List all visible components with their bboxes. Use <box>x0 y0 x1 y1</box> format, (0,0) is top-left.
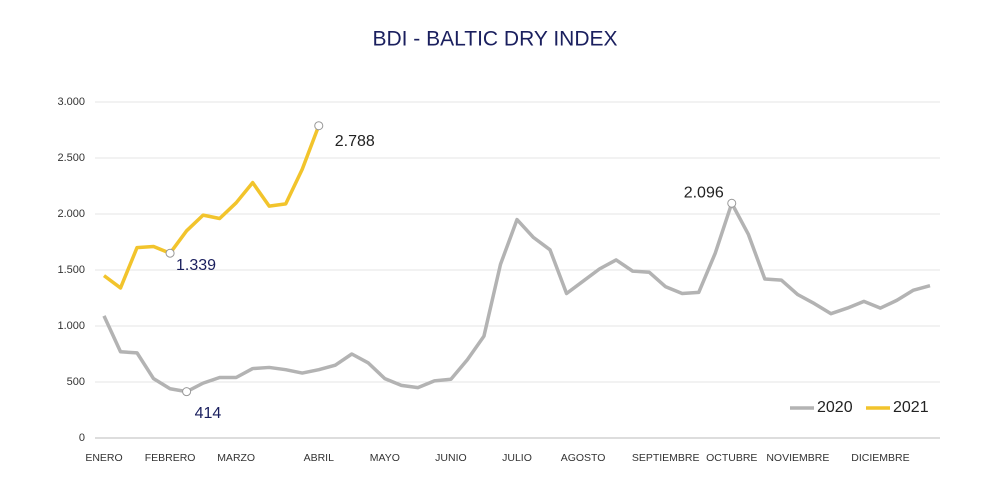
legend-label: 2021 <box>893 399 929 416</box>
x-tick-label: SEPTIEMBRE <box>632 452 700 464</box>
x-tick-label: MAYO <box>370 452 400 464</box>
annotation-marker <box>165 248 175 258</box>
line-series <box>102 125 321 290</box>
point-marker <box>182 387 192 397</box>
chart-title: BDI - BALTIC DRY INDEX <box>372 28 617 51</box>
data-label: 414 <box>195 405 222 422</box>
line-series <box>102 201 931 394</box>
y-tick-label: 2.000 <box>57 208 85 220</box>
x-tick-label: NOVIEMBRE <box>766 452 829 464</box>
legend-label: 2020 <box>817 399 853 416</box>
x-tick-label: JUNIO <box>435 452 467 464</box>
y-tick-label: 1.000 <box>57 320 85 332</box>
x-tick-label: FEBRERO <box>145 452 196 464</box>
y-tick-label: 0 <box>79 432 85 444</box>
point-marker <box>314 121 324 131</box>
y-tick-label: 3.000 <box>57 96 85 108</box>
data-label: 2.788 <box>335 133 375 150</box>
data-label: 2.096 <box>684 184 724 201</box>
x-tick-label: OCTUBRE <box>706 452 757 464</box>
x-tick-label: MARZO <box>217 452 255 464</box>
y-tick-label: 500 <box>67 376 85 388</box>
x-tick-label: DICIEMBRE <box>851 452 909 464</box>
y-tick-label: 1.500 <box>57 264 85 276</box>
x-tick-label: AGOSTO <box>561 452 606 464</box>
y-tick-label: 2.500 <box>57 152 85 164</box>
x-tick-label: JULIO <box>502 452 532 464</box>
point-marker <box>727 198 737 208</box>
annotation: 1.339 <box>176 257 216 274</box>
x-tick-label: ENERO <box>85 452 122 464</box>
x-tick-label: ABRIL <box>304 452 335 464</box>
